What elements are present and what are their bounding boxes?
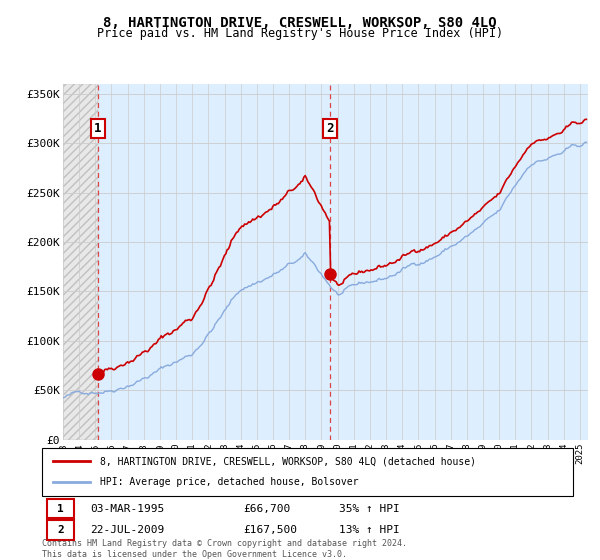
Text: £66,700: £66,700 [244, 504, 291, 514]
Text: Contains HM Land Registry data © Crown copyright and database right 2024.
This d: Contains HM Land Registry data © Crown c… [42, 539, 407, 559]
Text: 35% ↑ HPI: 35% ↑ HPI [340, 504, 400, 514]
Text: 2: 2 [57, 525, 64, 535]
Text: 2: 2 [326, 122, 334, 135]
FancyBboxPatch shape [47, 499, 74, 519]
Bar [63, 84, 98, 440]
Text: 8, HARTINGTON DRIVE, CRESWELL, WORKSOP, S80 4LQ (detached house): 8, HARTINGTON DRIVE, CRESWELL, WORKSOP, … [100, 456, 476, 466]
Text: 13% ↑ HPI: 13% ↑ HPI [340, 525, 400, 535]
Text: 1: 1 [94, 122, 102, 135]
Bar [98, 84, 588, 440]
Text: 8, HARTINGTON DRIVE, CRESWELL, WORKSOP, S80 4LQ: 8, HARTINGTON DRIVE, CRESWELL, WORKSOP, … [103, 16, 497, 30]
Bar [63, 84, 98, 440]
Text: HPI: Average price, detached house, Bolsover: HPI: Average price, detached house, Bols… [100, 477, 359, 487]
Text: £167,500: £167,500 [244, 525, 298, 535]
FancyBboxPatch shape [47, 520, 74, 540]
Text: 22-JUL-2009: 22-JUL-2009 [90, 525, 164, 535]
Text: 1: 1 [57, 504, 64, 514]
FancyBboxPatch shape [42, 448, 573, 496]
Text: 03-MAR-1995: 03-MAR-1995 [90, 504, 164, 514]
Text: Price paid vs. HM Land Registry's House Price Index (HPI): Price paid vs. HM Land Registry's House … [97, 27, 503, 40]
